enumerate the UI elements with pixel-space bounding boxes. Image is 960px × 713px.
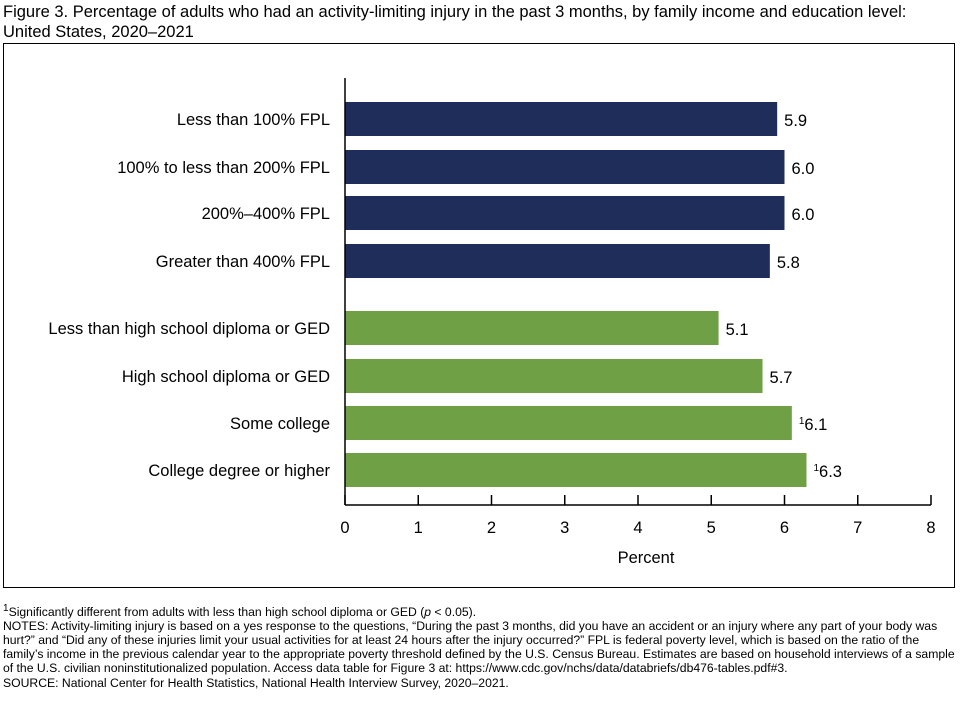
- figure-title: Figure 3. Percentage of adults who had a…: [3, 3, 907, 41]
- data-label: 5.1: [726, 321, 749, 339]
- data-label: 5.8: [777, 254, 800, 272]
- category-label: 100% to less than 200% FPL: [117, 159, 330, 177]
- notes-text: NOTES: Activity-limiting injury is based…: [3, 619, 955, 676]
- x-tick-label: 3: [560, 519, 569, 537]
- bar-chart: Less than 100% FPL 5.9 100% to less than 2…: [48, 78, 936, 567]
- data-label: 16.3: [813, 463, 842, 481]
- bar: [345, 311, 719, 345]
- category-label: Less than high school diploma or GED: [48, 320, 330, 338]
- x-tick-label: 7: [853, 519, 862, 537]
- bar: [345, 359, 763, 393]
- chart-frame: [3, 43, 955, 588]
- data-label: 16.1: [799, 416, 828, 434]
- x-tick-label: 8: [926, 519, 935, 537]
- footnote-mark: 1: [3, 603, 9, 614]
- bar: [345, 453, 807, 487]
- data-label: 5.9: [784, 112, 807, 130]
- category-label: Some college: [230, 415, 330, 433]
- x-tick-label: 1: [414, 519, 423, 537]
- data-label: 6.0: [792, 206, 815, 224]
- source-text: SOURCE: National Center for Health Stati…: [3, 675, 509, 690]
- x-tick-label: 4: [633, 519, 642, 537]
- bar: [345, 406, 792, 440]
- x-tick-label: 2: [487, 519, 496, 537]
- footnote-text-post: < 0.05).: [431, 605, 477, 620]
- category-label: Greater than 400% FPL: [156, 253, 330, 271]
- data-label: 5.7: [770, 369, 793, 387]
- x-tick-label: 5: [707, 519, 716, 537]
- x-axis-label: Percent: [618, 549, 675, 567]
- bar: [345, 150, 785, 184]
- bar: [345, 244, 770, 278]
- bar: [345, 196, 785, 230]
- footnote-p-symbol: p: [424, 605, 432, 620]
- bar: [345, 102, 778, 136]
- x-tick-label: 6: [780, 519, 789, 537]
- category-label: College degree or higher: [148, 462, 330, 480]
- data-label: 6.0: [792, 160, 815, 178]
- category-label: High school diploma or GED: [122, 368, 330, 386]
- x-tick-label: 0: [340, 519, 349, 537]
- footnote: 1Significantly different from adults wit…: [3, 602, 955, 619]
- category-label: 200%–400% FPL: [202, 205, 330, 223]
- category-label: Less than 100% FPL: [177, 111, 330, 129]
- footnote-text-pre: Significantly different from adults with…: [8, 605, 425, 620]
- chart-notes: 1Significantly different from adults wit…: [3, 602, 955, 690]
